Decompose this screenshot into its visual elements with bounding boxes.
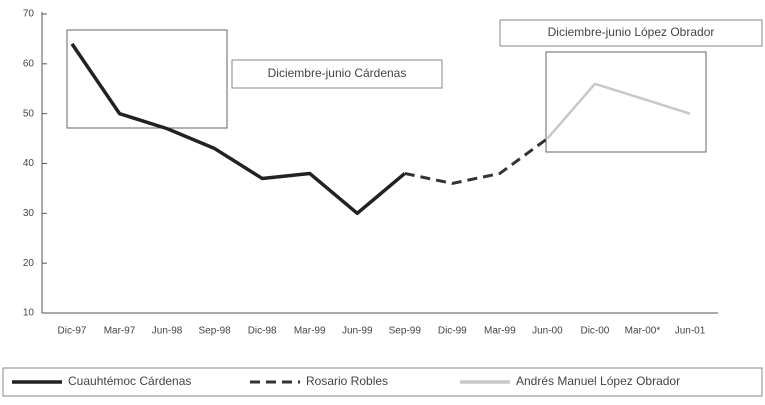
x-tick-label: Jun-00 [532, 326, 563, 337]
x-tick-label: Mar-00* [625, 326, 661, 337]
legend-label: Cuauhtémoc Cárdenas [68, 374, 191, 388]
y-tick-label: 10 [23, 308, 35, 319]
legend-box [2, 367, 763, 397]
annotation-box [545, 51, 707, 153]
annotation: Diciembre-junio Cárdenas [268, 66, 407, 80]
y-tick-label: 20 [23, 258, 35, 269]
y-tick-label: 70 [23, 9, 35, 20]
annotation: Diciembre-junio López Obrador [548, 25, 715, 39]
legend-label: Andrés Manuel López Obrador [516, 374, 680, 388]
y-tick-label: 60 [23, 58, 35, 69]
x-tick-label: Dic-98 [248, 326, 277, 337]
annotation-box [66, 29, 228, 129]
y-tick-label: 30 [23, 208, 35, 219]
x-tick-label: Mar-97 [104, 326, 136, 337]
x-tick-label: Mar-99 [294, 326, 326, 337]
annotation-label-box [231, 59, 443, 89]
legend-label: Rosario Robles [306, 374, 388, 388]
line [546, 82, 691, 140]
x-tick-label: Jun-98 [152, 326, 183, 337]
line [404, 137, 549, 185]
x-tick-label: Jun-01 [675, 326, 706, 337]
y-tick-label: 50 [23, 108, 35, 119]
line [70, 42, 406, 216]
annotation-label-box [499, 19, 763, 47]
x-tick-label: Sep-99 [389, 326, 422, 337]
x-tick-label: Dic-99 [438, 326, 467, 337]
x-tick-label: Dic-00 [580, 326, 609, 337]
x-tick-label: Mar-99 [484, 326, 516, 337]
y-tick-label: 40 [23, 158, 35, 169]
x-tick-label: Sep-98 [198, 326, 231, 337]
x-tick-label: Jun-99 [342, 326, 373, 337]
x-tick-label: Dic-97 [58, 326, 87, 337]
